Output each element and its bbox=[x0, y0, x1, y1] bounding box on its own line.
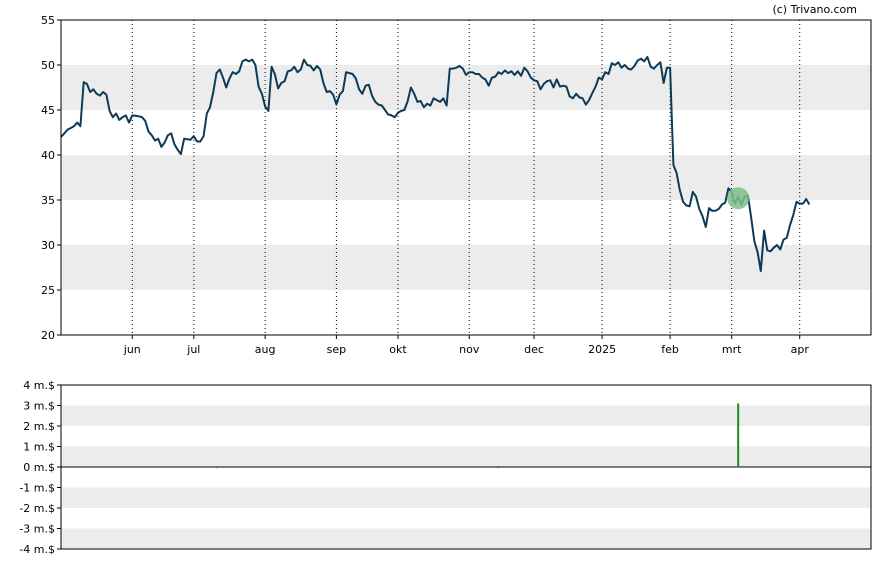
volume-band-3 bbox=[61, 528, 871, 549]
vol-y-tick-label-2 m.$: 2 m.$ bbox=[23, 420, 55, 433]
x-tick-label-nov: nov bbox=[459, 343, 480, 356]
y-tick-label-20: 20 bbox=[41, 329, 55, 342]
x-tick-label-sep: sep bbox=[327, 343, 346, 356]
volume-plot-frame bbox=[60, 384, 872, 550]
volume-band-2 bbox=[61, 487, 871, 508]
price-x-axis-labels: jun jul aug sep okt nov dec 2025 feb mrt apr bbox=[123, 335, 810, 356]
price-line bbox=[60, 55, 811, 273]
y-tick-label-50: 50 bbox=[41, 59, 55, 72]
x-tick-label-mrt: mrt bbox=[722, 343, 742, 356]
price-band-2 bbox=[61, 65, 871, 110]
vol-y-tick-label-4 m.$: 4 m.$ bbox=[23, 379, 55, 392]
price-shaded-bands bbox=[61, 65, 871, 290]
x-tick-label-jul: jul bbox=[186, 343, 200, 356]
x-tick-label-aug: aug bbox=[255, 343, 276, 356]
price-plot-frame bbox=[60, 19, 872, 336]
price-band-0 bbox=[61, 245, 871, 290]
price-y-axis-ticks: 20 25 30 35 40 45 50 55 bbox=[41, 14, 61, 342]
x-tick-label-feb: feb bbox=[661, 343, 679, 356]
vol-y-tick-label--4 m.$: -4 m.$ bbox=[19, 543, 55, 556]
x-tick-label-okt: okt bbox=[389, 343, 407, 356]
x-tick-label-2025: 2025 bbox=[588, 343, 616, 356]
x-tick-label-dec: dec bbox=[524, 343, 544, 356]
y-tick-label-30: 30 bbox=[41, 239, 55, 252]
y-tick-label-40: 40 bbox=[41, 149, 55, 162]
y-tick-label-45: 45 bbox=[41, 104, 55, 117]
price-band-1 bbox=[61, 155, 871, 200]
volume-y-axis-ticks: -4 m.$ -3 m.$ -2 m.$ -1 m.$ 0 m.$ 1 m.$ 2 m.$ 3… bbox=[19, 379, 61, 556]
event-marker bbox=[727, 187, 750, 210]
volume-bars bbox=[215, 403, 740, 468]
copyright-label: (c) Trivano.com bbox=[772, 3, 857, 16]
y-tick-label-55: 55 bbox=[41, 14, 55, 27]
volume-band-1 bbox=[61, 446, 871, 467]
volume-shaded-bands bbox=[61, 405, 871, 549]
x-tick-label-jun: jun bbox=[123, 343, 141, 356]
vol-y-tick-label--1 m.$: -1 m.$ bbox=[19, 482, 55, 495]
vol-y-tick-label-1 m.$: 1 m.$ bbox=[23, 441, 55, 454]
vol-y-tick-label--3 m.$: -3 m.$ bbox=[19, 523, 55, 536]
vol-y-tick-label--2 m.$: -2 m.$ bbox=[19, 502, 55, 515]
vol-y-tick-label-0 m.$: 0 m.$ bbox=[23, 461, 55, 474]
x-tick-label-apr: apr bbox=[791, 343, 810, 356]
y-tick-label-25: 25 bbox=[41, 284, 55, 297]
vol-y-tick-label-3 m.$: 3 m.$ bbox=[23, 400, 55, 413]
y-tick-label-35: 35 bbox=[41, 194, 55, 207]
volume-band-0 bbox=[61, 405, 871, 426]
